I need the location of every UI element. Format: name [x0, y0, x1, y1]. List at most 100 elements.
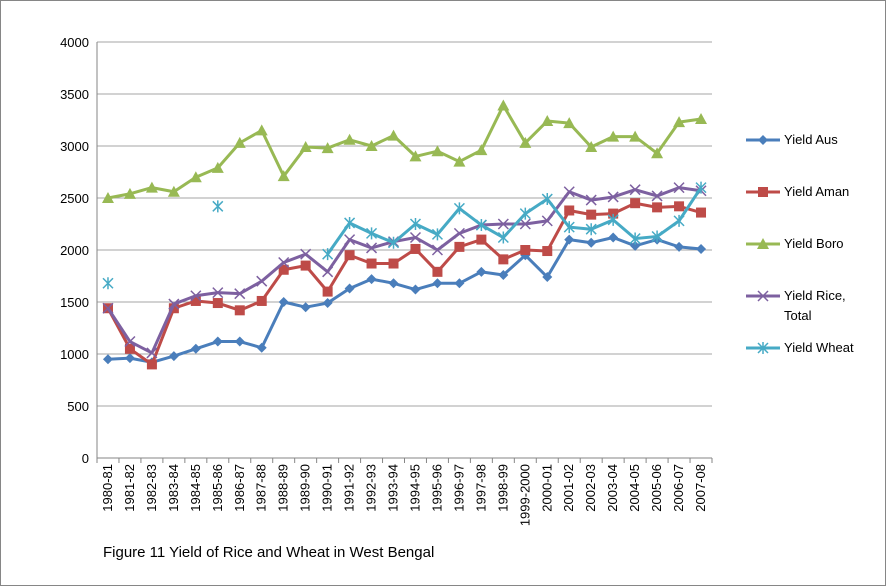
marker: [212, 298, 223, 309]
marker: [124, 343, 135, 354]
marker: [630, 198, 641, 209]
series-line: [106, 186, 702, 355]
marker: [585, 223, 597, 236]
series-markers: [102, 182, 707, 359]
marker: [146, 347, 158, 359]
y-tick-label: 1000: [60, 347, 89, 362]
series-markers: [101, 99, 708, 203]
marker: [475, 219, 487, 232]
x-tick-label: 1981-82: [122, 464, 137, 512]
legend-label: Yield Boro: [784, 236, 844, 251]
marker: [431, 244, 443, 256]
x-tick-label: 2005-06: [649, 464, 664, 512]
marker: [409, 150, 422, 162]
x-tick-label: 1997-98: [473, 464, 488, 512]
marker: [497, 231, 509, 244]
marker: [233, 136, 246, 148]
marker: [673, 214, 685, 227]
x-tick-label: 1994-95: [407, 464, 422, 512]
marker: [167, 185, 180, 197]
x-tick-label: 1999-2000: [517, 464, 532, 526]
marker: [212, 200, 224, 213]
marker: [234, 288, 246, 300]
marker: [321, 142, 334, 154]
marker: [431, 145, 444, 157]
marker: [212, 287, 224, 299]
marker: [585, 141, 598, 153]
marker: [476, 234, 487, 245]
marker: [585, 194, 597, 206]
marker: [629, 232, 641, 245]
x-tick-label: 1984-85: [188, 464, 203, 512]
marker: [234, 336, 245, 347]
marker: [564, 234, 575, 245]
marker: [541, 115, 554, 127]
marker: [651, 190, 663, 202]
marker: [695, 181, 707, 194]
marker: [322, 298, 333, 309]
marker: [278, 264, 289, 275]
marker: [453, 227, 465, 239]
marker: [651, 147, 664, 159]
marker: [211, 161, 224, 173]
marker: [366, 227, 378, 240]
marker: [519, 218, 531, 230]
marker: [497, 99, 510, 111]
marker: [758, 187, 768, 197]
x-tick-label: 2004-05: [627, 464, 642, 512]
marker: [541, 193, 553, 206]
marker: [146, 359, 157, 370]
marker: [102, 277, 114, 290]
marker: [124, 335, 136, 348]
marker: [542, 272, 553, 283]
marker: [475, 144, 488, 156]
marker: [630, 240, 641, 251]
legend-label: Yield Rice, Total: [784, 288, 846, 323]
y-tick-label: 1500: [60, 295, 89, 310]
marker: [696, 207, 707, 218]
marker: [498, 254, 509, 265]
marker: [124, 353, 135, 364]
marker: [757, 290, 769, 302]
marker: [563, 221, 575, 234]
x-tick-label: 2007-08: [693, 464, 708, 512]
marker: [102, 354, 113, 365]
marker: [234, 305, 245, 316]
marker: [190, 295, 201, 306]
marker: [168, 303, 179, 314]
y-tick-label: 3000: [60, 139, 89, 154]
marker: [256, 295, 267, 306]
chart-title: Figure 11 Yield of Rice and Wheat in Wes…: [103, 544, 434, 561]
marker: [432, 278, 443, 289]
marker: [607, 213, 619, 226]
marker: [409, 218, 422, 230]
marker: [519, 136, 532, 148]
marker: [520, 245, 531, 255]
marker: [366, 274, 377, 285]
x-tick-label: 1989-90: [298, 464, 313, 512]
marker: [212, 336, 223, 347]
x-tick-label: 1996-97: [451, 464, 466, 512]
legend-label: Yield Wheat: [784, 340, 854, 355]
marker: [299, 141, 312, 153]
marker: [168, 351, 179, 362]
series-markers: [102, 232, 707, 368]
marker: [586, 209, 597, 220]
marker: [563, 117, 576, 129]
marker: [608, 208, 619, 219]
marker: [300, 248, 312, 260]
marker: [673, 182, 685, 194]
x-tick-label: 1998-99: [495, 464, 510, 512]
marker: [629, 184, 641, 196]
marker: [366, 258, 377, 269]
marker: [674, 241, 685, 252]
x-tick-label: 1990-91: [320, 464, 335, 512]
x-tick-label: 1988-89: [276, 464, 291, 512]
marker: [190, 343, 201, 354]
x-tick-label: 1985-86: [210, 464, 225, 512]
marker: [607, 130, 620, 142]
marker: [454, 241, 465, 252]
x-tick-label: 2006-07: [671, 464, 686, 512]
x-tick-label: 1987-88: [254, 464, 269, 512]
